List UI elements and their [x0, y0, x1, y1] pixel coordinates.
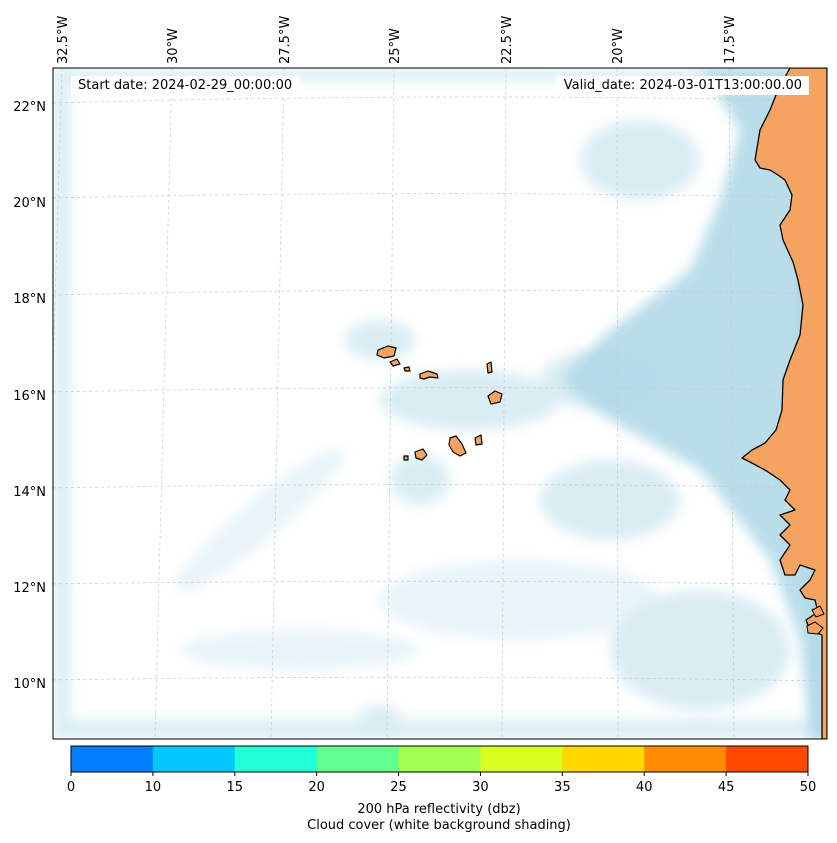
colorbar-frame — [70, 745, 809, 773]
colorbar-tick-label: 10 — [145, 780, 162, 795]
colorbar-tick-label: 0 — [67, 780, 75, 795]
island-santo-antao — [376, 345, 397, 359]
colorbar-segment — [234, 746, 318, 772]
colorbar-tick-label: 25 — [390, 780, 407, 795]
start-date-label: Start date: 2024-02-29_00:00:00 — [71, 76, 300, 95]
colorbar-segment — [726, 746, 809, 772]
colorbar-segment — [71, 746, 154, 772]
island-boa-vista — [487, 390, 503, 405]
latitude-labels: 22°N 20°N 18°N 16°N 14°N 12°N 10°N — [13, 100, 46, 692]
cloud-cover-shading — [53, 68, 827, 739]
map-frame — [52, 67, 828, 740]
lat-label: 18°N — [13, 292, 46, 307]
colorbar-tick-label: 15 — [227, 780, 244, 795]
colorbar-title: 200 hPa reflectivity (dbz) — [357, 802, 521, 817]
colorbar-segment — [480, 746, 563, 772]
cape-verde-islands — [376, 345, 503, 461]
lon-label: 17.5°W — [723, 16, 738, 64]
longitude-labels: 32.5°W 30°W 27.5°W 25°W 22.5°W 20°W 17.5… — [56, 16, 738, 64]
lon-label: 25°W — [388, 28, 403, 64]
lon-label: 22.5°W — [500, 16, 515, 64]
lon-label: 20°W — [611, 28, 626, 64]
colorbar-tick-label: 20 — [308, 780, 325, 795]
island-santa-luzia — [403, 366, 411, 372]
gridlines — [53, 68, 827, 739]
colorbar-tick-label: 35 — [554, 780, 571, 795]
lat-label: 10°N — [13, 677, 46, 692]
colorbar-tick-label: 30 — [472, 780, 489, 795]
colorbar-segment — [562, 746, 645, 772]
island-fogo — [414, 448, 428, 461]
island-maio — [474, 434, 483, 446]
colorbar: 0 10 15 20 25 30 35 40 45 50 — [67, 745, 817, 795]
lat-label: 22°N — [13, 100, 46, 115]
colorbar-segment — [316, 746, 400, 772]
island-brava — [403, 455, 409, 461]
lat-label: 12°N — [13, 581, 46, 596]
colorbar-tick-label: 45 — [718, 780, 735, 795]
coastal-islet — [811, 605, 825, 618]
lon-label: 30°W — [166, 28, 181, 64]
island-sao-nicolau — [419, 370, 439, 380]
lon-label: 32.5°W — [56, 16, 71, 64]
lon-label: 27.5°W — [278, 16, 293, 64]
island-sao-vicente — [389, 358, 401, 367]
valid-date-label: Valid_date: 2024-03-01T13:00:00.00 — [556, 76, 809, 95]
colorbar-tick-label: 40 — [636, 780, 653, 795]
bijagos-island — [806, 621, 824, 635]
colorbar-tick-label: 50 — [800, 780, 817, 795]
lat-label: 20°N — [13, 196, 46, 211]
island-santiago — [448, 435, 467, 457]
colorbar-segment — [644, 746, 727, 772]
lat-label: 16°N — [13, 389, 46, 404]
lat-label: 14°N — [13, 485, 46, 500]
island-sal — [486, 361, 493, 374]
colorbar-subtitle: Cloud cover (white background shading) — [307, 818, 571, 833]
colorbar-segment — [152, 746, 236, 772]
colorbar-segment — [398, 746, 481, 772]
